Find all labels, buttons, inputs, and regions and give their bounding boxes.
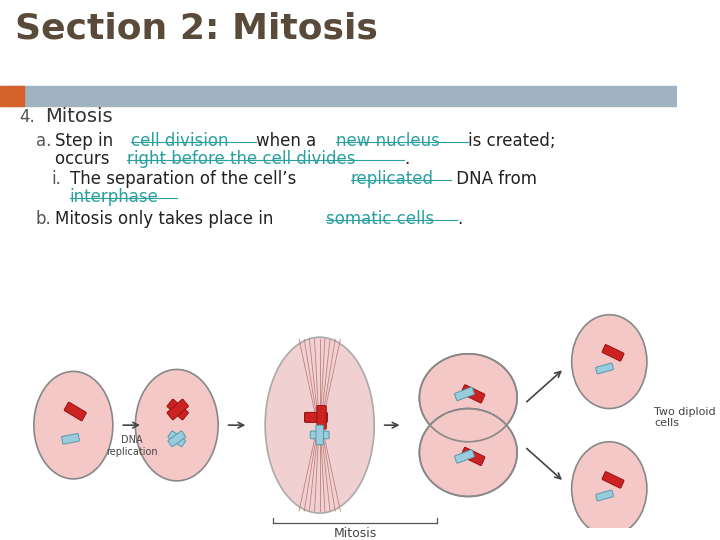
Text: b.: b. [36,210,51,228]
FancyBboxPatch shape [602,345,624,361]
FancyBboxPatch shape [454,450,474,463]
FancyBboxPatch shape [167,399,189,420]
Text: DNA from: DNA from [451,170,537,188]
Ellipse shape [135,369,218,481]
FancyBboxPatch shape [317,406,326,429]
FancyBboxPatch shape [305,413,327,422]
Text: replicated: replicated [351,170,433,188]
Ellipse shape [572,442,647,536]
Bar [0,86,24,105]
Ellipse shape [419,409,517,496]
Text: interphase: interphase [70,188,158,206]
Text: a.: a. [36,132,51,150]
FancyBboxPatch shape [461,447,485,465]
Bar [0,86,677,105]
Text: when a: when a [256,132,322,150]
FancyBboxPatch shape [64,402,86,421]
FancyBboxPatch shape [62,434,79,444]
Text: right before the cell divides: right before the cell divides [127,150,356,167]
FancyBboxPatch shape [454,387,474,401]
FancyBboxPatch shape [461,385,485,403]
Text: Mitosis: Mitosis [333,527,377,540]
Text: i.: i. [52,170,62,188]
FancyBboxPatch shape [167,399,189,420]
Text: new nucleus: new nucleus [336,132,445,150]
Text: The separation of the cell’s: The separation of the cell’s [70,170,301,188]
Ellipse shape [34,372,113,479]
Text: .: . [404,150,410,167]
Text: DNA
replication: DNA replication [106,435,158,456]
FancyBboxPatch shape [168,431,186,447]
FancyBboxPatch shape [595,363,613,374]
Text: occurs: occurs [55,150,114,167]
FancyBboxPatch shape [310,431,329,439]
FancyBboxPatch shape [602,471,624,488]
FancyBboxPatch shape [595,490,613,501]
Text: cell division: cell division [132,132,234,150]
Text: .: . [457,210,462,228]
Text: Section 2: Mitosis: Section 2: Mitosis [15,12,378,46]
Text: 4.: 4. [19,107,35,125]
Text: somatic cells: somatic cells [326,210,434,228]
FancyBboxPatch shape [168,431,186,447]
Ellipse shape [419,354,517,442]
Text: is created;: is created; [468,132,556,150]
Text: Step in: Step in [55,132,118,150]
Text: Mitosis only takes place in: Mitosis only takes place in [55,210,278,228]
FancyBboxPatch shape [316,425,323,445]
FancyBboxPatch shape [305,413,327,422]
Bar [444,414,492,437]
Text: Two diploid
cells: Two diploid cells [654,407,716,428]
Ellipse shape [265,337,374,513]
Text: Mitosis: Mitosis [45,106,113,125]
Ellipse shape [572,315,647,409]
